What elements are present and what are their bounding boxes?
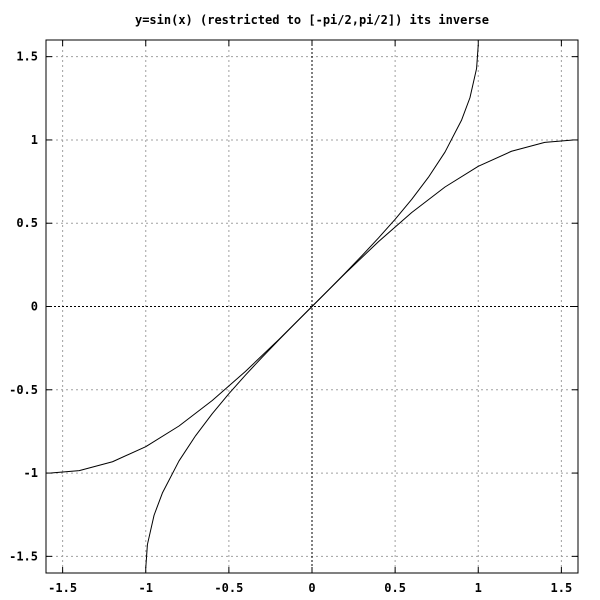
y-tick-label: -1.5	[9, 549, 38, 563]
x-tick-label: -0.5	[214, 581, 243, 595]
x-tick-label: 1	[475, 581, 482, 595]
y-tick-label: -1	[24, 466, 38, 480]
x-tick-label: -1	[139, 581, 153, 595]
y-tick-label: 0.5	[16, 216, 38, 230]
y-tick-label: 1.5	[16, 50, 38, 64]
x-tick-label: 0	[308, 581, 315, 595]
y-tick-label: -0.5	[9, 383, 38, 397]
y-tick-label: 1	[31, 133, 38, 147]
chart-title: y=sin(x) (restricted to [-pi/2,pi/2]) it…	[135, 13, 489, 27]
series-layer	[50, 44, 574, 569]
series-line-1	[145, 44, 479, 569]
x-tick-label: 0.5	[384, 581, 406, 595]
tick-labels: -1.5 -1 -0.5 0 0.5 1 1.5 -1.5 -1 -0.5 0 0.5 1 1.5	[9, 50, 572, 595]
x-tick-label: -1.5	[48, 581, 77, 595]
ticks	[46, 40, 578, 573]
y-tick-label: 0	[31, 300, 38, 314]
x-tick-label: 1.5	[551, 581, 573, 595]
